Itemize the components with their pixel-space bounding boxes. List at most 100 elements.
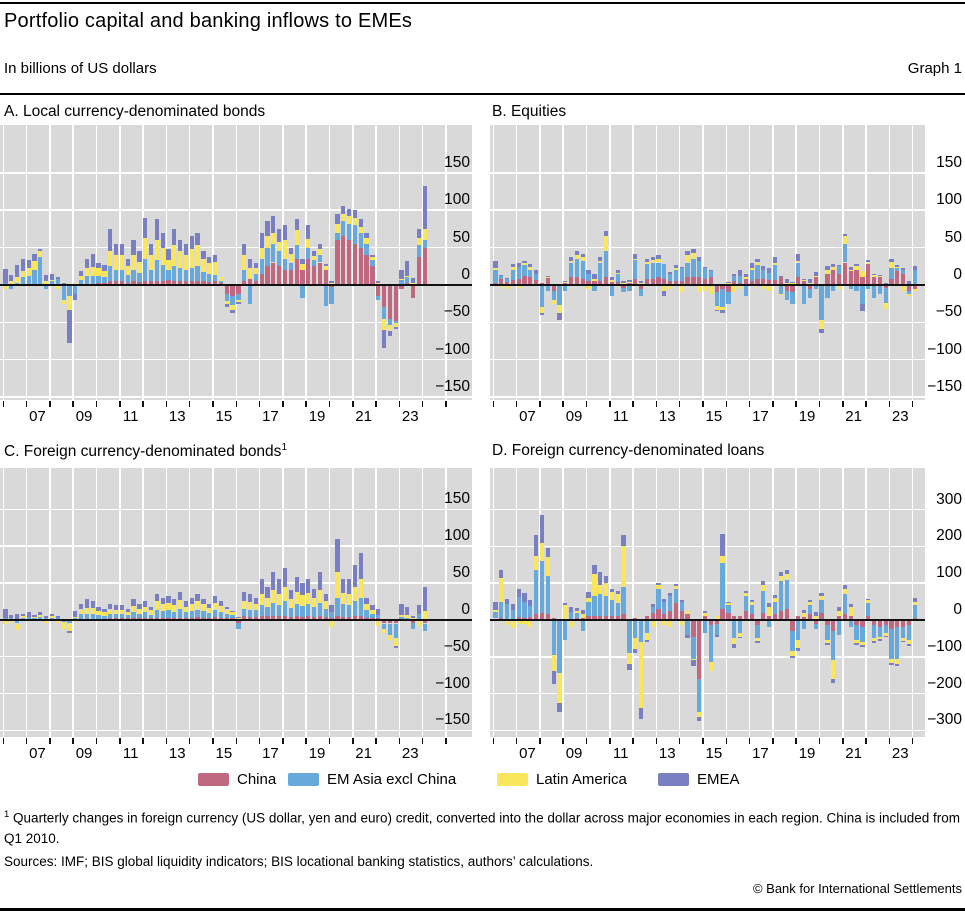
- bar-segment-em-asia-excl-china: [247, 284, 253, 304]
- bar-segment-em-asia-excl-china: [650, 607, 655, 613]
- bar-segment-latin-america: [102, 271, 107, 278]
- x-axis-tick: [539, 401, 541, 407]
- bar-segment-latin-america: [836, 610, 842, 617]
- bar-segment-china: [627, 282, 632, 285]
- bar-segment-emea: [96, 262, 101, 269]
- bar-segment-china: [883, 284, 888, 288]
- bar-segment-china: [247, 616, 253, 620]
- bar-segment-latin-america: [761, 284, 766, 289]
- bar-segment-latin-america: [277, 594, 282, 606]
- bar-segment-latin-america: [871, 638, 877, 642]
- bar-segment-emea: [901, 641, 906, 643]
- bar-segment-latin-america: [737, 632, 743, 637]
- bar-segment-latin-america: [801, 613, 807, 618]
- bar-segment-latin-america: [102, 612, 107, 617]
- bar-segment-latin-america: [848, 607, 853, 617]
- bar-segment-latin-america: [772, 597, 778, 602]
- bar-segment-china: [650, 612, 655, 620]
- bar-segment-em-asia-excl-china: [749, 605, 754, 615]
- bar-segment-em-asia-excl-china: [568, 262, 574, 278]
- bar-segment-china: [236, 619, 241, 623]
- bar-segment-em-asia-excl-china: [143, 258, 148, 282]
- bar-segment-emea: [627, 664, 632, 670]
- bar-segment-china: [586, 281, 591, 285]
- x-axis-tick: [748, 738, 751, 744]
- bar-segment-emea: [679, 599, 684, 602]
- bar-segment-emea: [842, 585, 848, 589]
- bar-segment-emea: [422, 586, 427, 611]
- china-swatch-icon: [198, 773, 229, 786]
- bar-segment-latin-america: [668, 619, 673, 628]
- bar-segment-emea: [271, 216, 276, 233]
- bar-segment-china: [598, 616, 603, 620]
- bar-segment-latin-america: [702, 284, 708, 291]
- bar-segment-em-asia-excl-china: [755, 265, 760, 279]
- bar-segment-emea: [253, 597, 259, 605]
- bar-segment-latin-america: [627, 281, 632, 283]
- bar-segment-china: [212, 616, 218, 620]
- x-axis-tick: [539, 738, 541, 744]
- year-gridline: [72, 468, 74, 737]
- bar-segment-emea: [113, 605, 119, 610]
- bar-segment-em-asia-excl-china: [796, 619, 801, 641]
- bar-segment-latin-america: [387, 324, 392, 331]
- x-axis-tick: [49, 738, 51, 744]
- bar-segment-em-asia-excl-china: [230, 296, 235, 306]
- y-axis-label: −300: [927, 711, 962, 729]
- bar-segment-em-asia-excl-china: [84, 613, 90, 620]
- bar-segment-emea: [9, 275, 14, 282]
- bar-segment-latin-america: [189, 604, 194, 611]
- bar-segment-china: [317, 616, 323, 620]
- bar-segment-emea: [300, 258, 305, 264]
- bar-segment-latin-america: [311, 598, 317, 608]
- bar-segment-em-asia-excl-china: [32, 269, 37, 285]
- bar-segment-china: [317, 262, 323, 285]
- bar-segment-china: [381, 619, 387, 624]
- bar-segment-china: [352, 616, 358, 620]
- bar-segment-latin-america: [650, 259, 655, 263]
- bar-segment-latin-america: [528, 619, 533, 627]
- bar-segment-china: [836, 273, 842, 285]
- bar-segment-em-asia-excl-china: [697, 678, 702, 712]
- bar-segment-china: [895, 271, 900, 285]
- bar-segment-em-asia-excl-china: [848, 619, 853, 628]
- bar-segment-latin-america: [767, 607, 772, 617]
- bar-segment-emea: [528, 599, 533, 606]
- x-axis-label: 23: [401, 408, 419, 425]
- x-axis-tick: [911, 738, 914, 744]
- bar-segment-em-asia-excl-china: [528, 605, 533, 618]
- bar-segment-em-asia-excl-china: [416, 613, 422, 620]
- x-axis-tick: [119, 738, 121, 744]
- bar-segment-emea: [563, 603, 568, 605]
- bar-segment-emea: [335, 538, 340, 572]
- bar-segment-emea: [603, 575, 609, 584]
- emea-swatch-icon: [658, 773, 689, 786]
- y-axis-label: 300: [936, 490, 962, 508]
- bar-segment-latin-america: [265, 236, 270, 248]
- bar-segment-em-asia-excl-china: [796, 262, 801, 278]
- bar-segment-latin-america: [807, 602, 813, 606]
- bar-segment-china: [416, 256, 422, 285]
- bar-segment-china: [720, 608, 725, 620]
- bar-segment-latin-america: [831, 266, 836, 270]
- bar-segment-emea: [32, 253, 37, 261]
- bar-segment-emea: [212, 596, 218, 603]
- x-axis-label: 17: [262, 745, 279, 762]
- bar-segment-em-asia-excl-china: [668, 596, 673, 611]
- bar-segment-emea: [125, 258, 130, 267]
- bar-segment-latin-america: [813, 615, 818, 620]
- bar-segment-emea: [796, 253, 801, 261]
- x-axis-label: 21: [845, 408, 862, 425]
- x-axis-tick: [142, 401, 144, 407]
- x-axis-tick: [911, 401, 914, 407]
- bar-segment-emea: [743, 590, 749, 594]
- bar-segment-latin-america: [358, 579, 363, 598]
- x-axis-tick: [165, 738, 168, 744]
- bar-segment-emea: [539, 313, 545, 315]
- y-axis-label: 0: [461, 265, 470, 283]
- bar-segment-latin-america: [714, 616, 719, 620]
- bar-segment-emea: [108, 228, 113, 252]
- bar-segment-emea: [230, 610, 235, 613]
- bar-segment-emea: [14, 265, 20, 277]
- bar-segment-emea: [67, 630, 72, 634]
